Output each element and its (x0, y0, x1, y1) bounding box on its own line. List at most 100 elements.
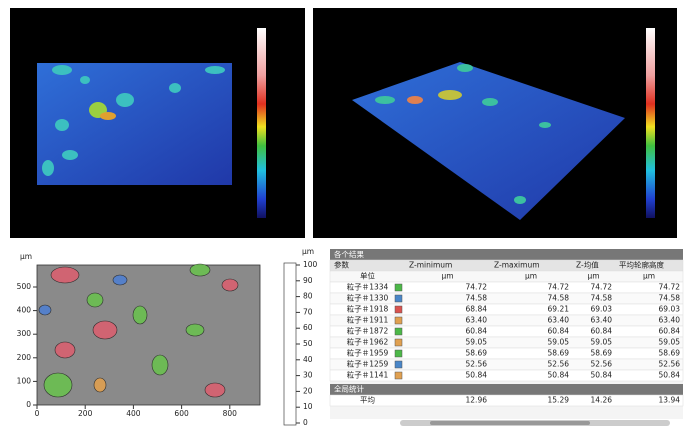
table-cell: 58.69 (591, 349, 613, 358)
scale-tick-label: 50 (303, 339, 313, 348)
x-tick-label: 400 (126, 409, 141, 418)
table-cell: 63.40 (548, 316, 570, 325)
scale-tick-label: 40 (303, 355, 313, 364)
scale-tick-label: 10 (303, 402, 313, 411)
particle-color (395, 295, 402, 302)
y-tick-label: 200 (17, 353, 32, 362)
table-cell: 59.05 (591, 338, 613, 347)
scale-bar (284, 263, 296, 425)
table-cell: 74.58 (591, 294, 613, 303)
scale-tick-label: 60 (303, 323, 313, 332)
table-cell: 粒子＃1141 (347, 370, 389, 380)
summary-row (330, 395, 683, 406)
table-cell: 粒子＃1334 (347, 282, 389, 292)
scale-tick-label: 30 (303, 371, 313, 380)
table-cell: 74.58 (659, 294, 681, 303)
table-cell: 50.84 (659, 371, 681, 380)
table-cell: 74.72 (548, 283, 570, 292)
table-cell: 58.69 (548, 349, 570, 358)
table-cell: 69.21 (548, 305, 570, 314)
table-cell: 52.56 (548, 360, 570, 369)
table-cell: 59.05 (466, 338, 488, 347)
units-row (330, 271, 683, 282)
table-cell: 平均 (360, 395, 375, 405)
scale-tick-label: 70 (303, 307, 313, 316)
table-cell: μm (525, 272, 537, 281)
scale-tick-label: 0 (303, 418, 308, 427)
table-cell: μm (587, 272, 599, 281)
scale-tick-label: 20 (303, 386, 313, 395)
table-cell: μm (643, 272, 655, 281)
particle-color (395, 328, 402, 335)
table-cell: 粒子＃1330 (347, 293, 389, 303)
table-title: 各个结果 (334, 249, 364, 259)
table-cell: 12.96 (466, 396, 488, 405)
particle-color (395, 284, 402, 291)
y-tick-label: 100 (17, 376, 32, 385)
color-bar (257, 28, 266, 218)
table-cell: 粒子＃1259 (347, 359, 389, 369)
table-cell: 60.84 (659, 327, 681, 336)
table-cell: 参数 (334, 260, 349, 270)
table-cell: Z-minimum (409, 261, 452, 270)
table-cell: Z-maximum (494, 261, 540, 270)
x-tick-label: 0 (35, 409, 40, 418)
y-tick-label: 0 (26, 400, 31, 409)
table-cell: 50.84 (591, 371, 613, 380)
table-cell: 52.56 (659, 360, 681, 369)
table-cell: 14.26 (591, 396, 613, 405)
table-cell: 60.84 (466, 327, 488, 336)
x-tick-label: 200 (78, 409, 93, 418)
table-cell: 58.69 (466, 349, 488, 358)
table-cell: 59.05 (659, 338, 681, 347)
table-cell: 52.56 (466, 360, 488, 369)
particle-color (395, 306, 402, 313)
table-cell: 单位 (360, 271, 375, 281)
scale-tick-label: 90 (303, 276, 313, 285)
table-cell: 50.84 (548, 371, 570, 380)
scrollbar-thumb[interactable] (430, 421, 590, 425)
table-cell: 63.40 (466, 316, 488, 325)
table-cell: 60.84 (591, 327, 613, 336)
section-bar (330, 384, 683, 395)
scale-tick-label: 80 (303, 292, 313, 301)
scale-tick-label: 100 (303, 260, 318, 269)
particle-color (395, 361, 402, 368)
table-cell: 74.58 (548, 294, 570, 303)
table-cell: 63.40 (659, 316, 681, 325)
table-cell: 59.05 (548, 338, 570, 347)
x-tick-label: 600 (174, 409, 189, 418)
x-tick-label: 800 (223, 409, 238, 418)
table-cell: Z-均值 (576, 260, 599, 270)
y-tick-label: 400 (17, 306, 32, 315)
table-cell: 58.69 (659, 349, 681, 358)
table-cell: 50.84 (466, 371, 488, 380)
table-cell: 粒子＃1918 (347, 304, 389, 314)
table-cell: 74.72 (591, 283, 613, 292)
table-cell: 粒子＃1872 (347, 326, 389, 336)
table-cell: 74.72 (466, 283, 488, 292)
section-title: 全局统计 (334, 384, 364, 394)
map-unit: μm (20, 252, 32, 261)
particle-color (395, 372, 402, 379)
table-cell: 粒子＃1959 (347, 348, 389, 358)
table-cell: 69.03 (659, 305, 681, 314)
scale-unit: μm (302, 247, 314, 256)
color-bar (646, 28, 655, 218)
particle-color (395, 350, 402, 357)
table-cell: 13.94 (659, 396, 681, 405)
y-tick-label: 300 (17, 329, 32, 338)
table-cell: 15.29 (548, 396, 570, 405)
particle-color (395, 317, 402, 324)
table-title-bar (330, 249, 683, 260)
table-cell: 粒子＃1962 (347, 337, 389, 347)
table-cell: 60.84 (548, 327, 570, 336)
table-cell: 74.58 (466, 294, 488, 303)
screenshot: μm μm 各个结果 02004006008000100200300400500… (0, 0, 686, 433)
table-cell: 74.72 (659, 283, 681, 292)
table-cell: 63.40 (591, 316, 613, 325)
table-cell: μm (441, 272, 453, 281)
particle-color (395, 339, 402, 346)
table-cell: 52.56 (591, 360, 613, 369)
y-tick-label: 500 (17, 282, 32, 291)
